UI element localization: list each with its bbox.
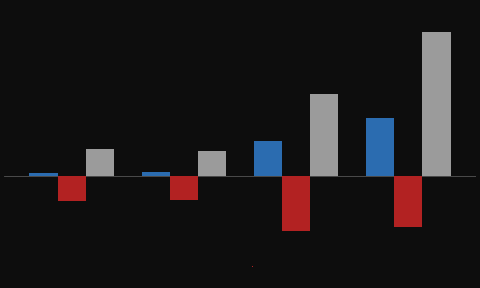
Bar	[422, 32, 451, 176]
Bar	[58, 176, 85, 201]
Bar	[142, 173, 170, 176]
Bar	[395, 176, 422, 227]
Bar	[198, 151, 226, 176]
Bar	[254, 141, 282, 176]
Legend: Population change, Natural change, Net migration: Population change, Natural change, Net m…	[216, 265, 264, 268]
Bar	[29, 173, 58, 176]
Bar	[170, 176, 198, 200]
Bar	[282, 176, 310, 231]
Bar	[366, 118, 395, 176]
Bar	[85, 149, 114, 176]
Bar	[310, 94, 338, 176]
